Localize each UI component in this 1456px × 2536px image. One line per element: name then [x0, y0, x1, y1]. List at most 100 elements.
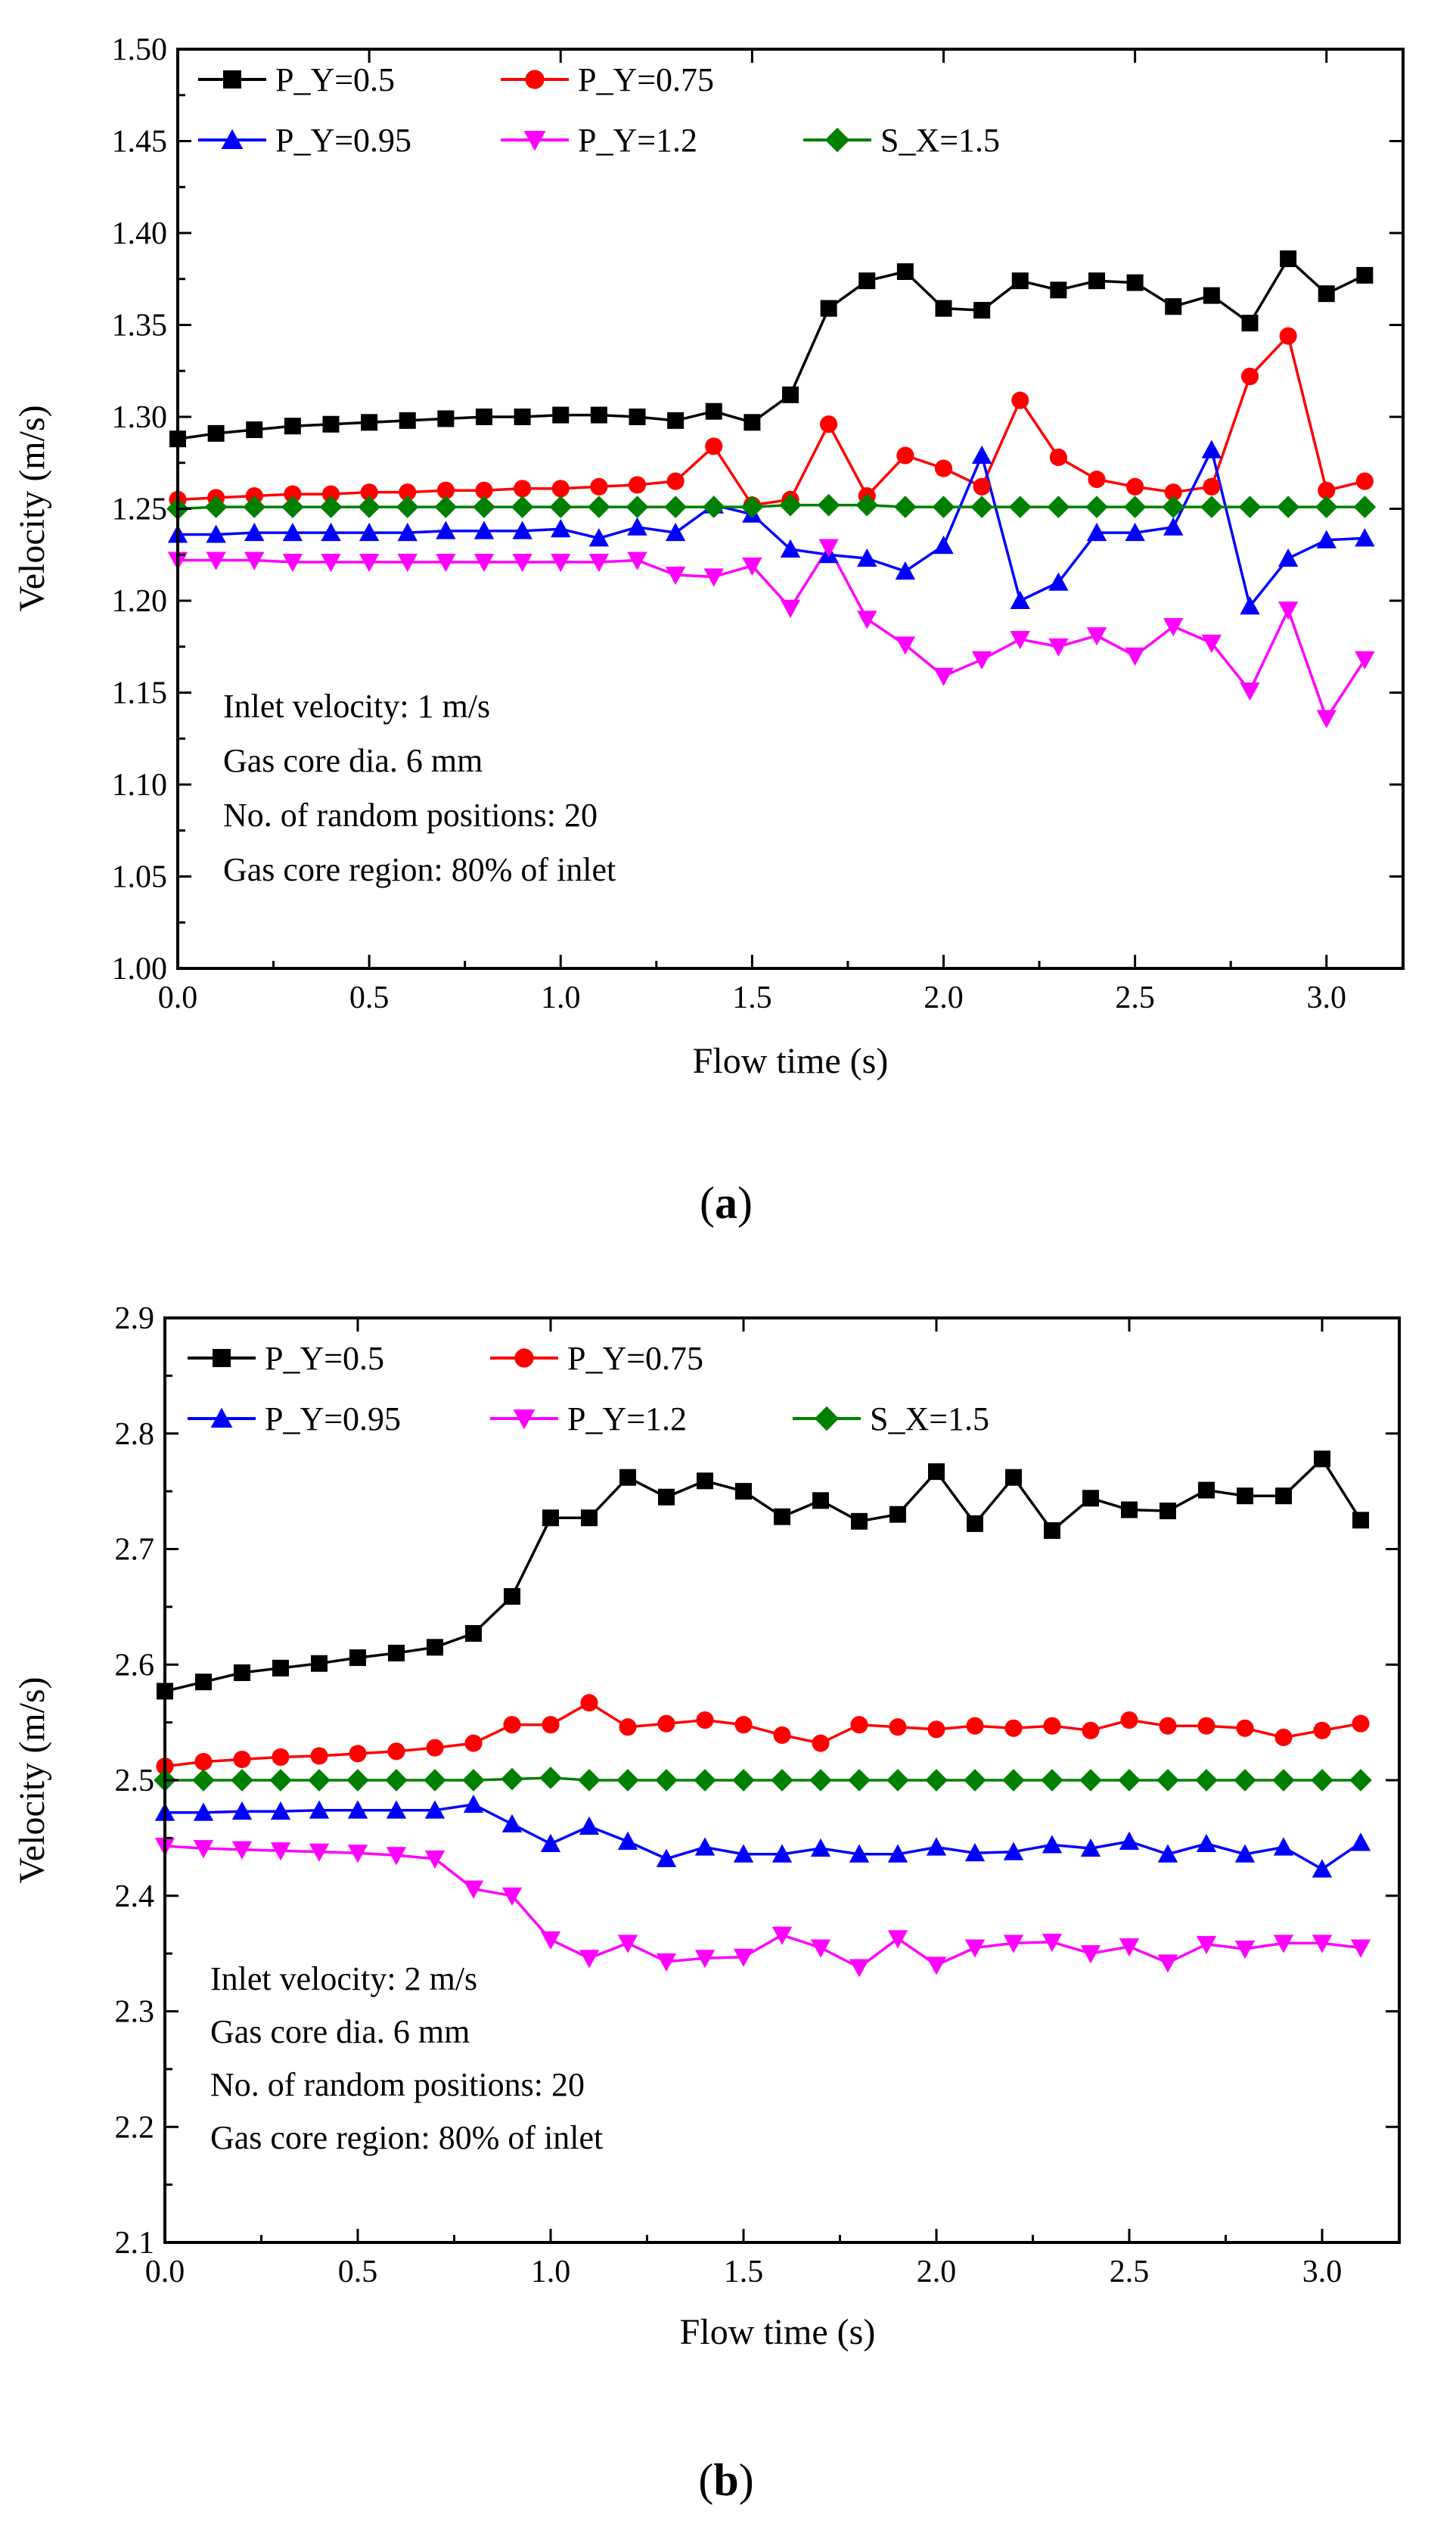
data-point	[1273, 1837, 1294, 1856]
data-point	[397, 553, 418, 573]
data-point	[540, 1833, 561, 1853]
data-point	[465, 1625, 482, 1642]
data-point	[1080, 1945, 1101, 1964]
legend-label: S_X=1.5	[870, 1400, 989, 1437]
y-axis-title-b: Velocity (m/s)	[12, 1677, 52, 1883]
legend-label: P_Y=0.95	[265, 1400, 401, 1437]
y-tick-label: 1.10	[112, 768, 168, 803]
y-axis-a: 1.00 1.05 1.10 1.15 1.20 1.25 1.30 1.35 1.40 1.45…	[112, 33, 1403, 987]
data-point	[734, 1716, 753, 1734]
data-point	[1237, 1487, 1253, 1505]
data-point	[234, 1664, 250, 1681]
data-point	[1043, 1717, 1061, 1735]
chart-panel-b: 2.1 2.2 2.3 2.4 2.5 2.6 2.7 2.8 2.9 0.0 0.5 1.0 1.5…	[12, 1301, 1401, 2505]
y-tick-label: 1.35	[112, 309, 168, 343]
x-tick-label: 1.5	[724, 2255, 764, 2289]
data-point	[694, 1769, 716, 1792]
data-point	[542, 1509, 559, 1527]
x-tick-label: 0.0	[145, 2255, 185, 2289]
data-point	[1164, 483, 1182, 502]
data-point	[579, 1816, 600, 1835]
data-point	[655, 1769, 678, 1792]
data-point	[434, 496, 458, 518]
y-axis-title-a: Velocity (m/s)	[12, 405, 52, 611]
data-point	[542, 1716, 560, 1734]
data-point	[780, 599, 801, 618]
data-point	[424, 1850, 445, 1869]
data-point	[810, 1939, 831, 1958]
data-point	[397, 522, 418, 542]
data-point	[1355, 651, 1375, 670]
data-point	[1234, 1844, 1256, 1863]
data-point	[243, 496, 266, 518]
legend-marker	[824, 127, 850, 153]
x-tick-label: 3.0	[1302, 2255, 1343, 2289]
data-point	[424, 1800, 445, 1819]
panel-label-a: (a)	[700, 1178, 753, 1228]
data-point	[1010, 590, 1030, 609]
data-point	[1126, 477, 1144, 496]
data-point	[309, 1800, 330, 1819]
x-tick-label: 1.5	[732, 981, 772, 1015]
data-point	[973, 302, 991, 319]
data-point	[1195, 1769, 1218, 1792]
data-point	[886, 1769, 909, 1792]
y-tick-label: 1.40	[112, 216, 168, 251]
data-point	[1200, 496, 1223, 518]
x-tick-label: 2.5	[1115, 981, 1155, 1015]
data-point	[1005, 1468, 1022, 1486]
x-tick-label: 3.0	[1307, 981, 1347, 1015]
data-point	[1350, 1939, 1371, 1958]
data-point	[733, 1948, 754, 1967]
data-point	[1312, 1859, 1333, 1878]
data-point	[204, 496, 228, 518]
data-point	[284, 418, 301, 435]
data-point	[231, 1841, 253, 1860]
y-tick-label: 1.45	[112, 125, 168, 160]
data-point	[436, 553, 456, 573]
data-point	[1042, 1835, 1063, 1854]
legend-marker	[221, 129, 244, 149]
data-point	[1240, 596, 1260, 615]
data-point	[386, 1847, 407, 1866]
data-point	[1163, 517, 1184, 536]
x-axis-a: 0.0 0.5 1.0 1.5 2.0 2.5 3.0	[158, 49, 1346, 1015]
data-point	[895, 561, 916, 580]
data-point	[1197, 1717, 1215, 1735]
y-tick-label: 1.05	[112, 860, 168, 895]
data-point	[820, 415, 838, 434]
data-point	[385, 1769, 408, 1792]
data-point	[970, 496, 993, 518]
data-point	[1119, 1938, 1140, 1957]
legend-label: P_Y=1.2	[567, 1400, 687, 1437]
data-point	[934, 459, 953, 477]
data-point	[656, 1953, 677, 1972]
data-point	[771, 1926, 793, 1945]
data-point	[578, 1769, 601, 1792]
y-tick-label: 2.3	[115, 1995, 155, 2030]
data-point	[967, 1515, 983, 1532]
y-tick-label: 2.7	[115, 1533, 155, 1568]
legend-label: P_Y=0.75	[567, 1340, 703, 1377]
data-point	[319, 496, 343, 518]
data-point	[896, 263, 914, 281]
data-point	[1349, 1769, 1372, 1792]
data-point	[1047, 496, 1070, 518]
data-point	[928, 1463, 945, 1481]
legend-label: P_Y=0.75	[578, 61, 714, 98]
data-point	[514, 480, 532, 498]
data-point	[512, 553, 532, 573]
plot-area-a	[166, 250, 1377, 729]
data-point	[1126, 274, 1144, 291]
data-point	[539, 1767, 562, 1789]
legend-label: P_Y=1.2	[578, 122, 697, 159]
data-point	[858, 272, 876, 290]
data-point	[195, 1674, 212, 1691]
data-point	[244, 552, 265, 570]
data-point	[705, 437, 723, 455]
annotation-line: Inlet velocity: 2 m/s	[210, 1960, 477, 1997]
data-point	[359, 522, 380, 542]
x-tick-label: 2.0	[917, 2255, 957, 2289]
data-point	[349, 1745, 367, 1763]
data-point	[657, 1714, 675, 1733]
